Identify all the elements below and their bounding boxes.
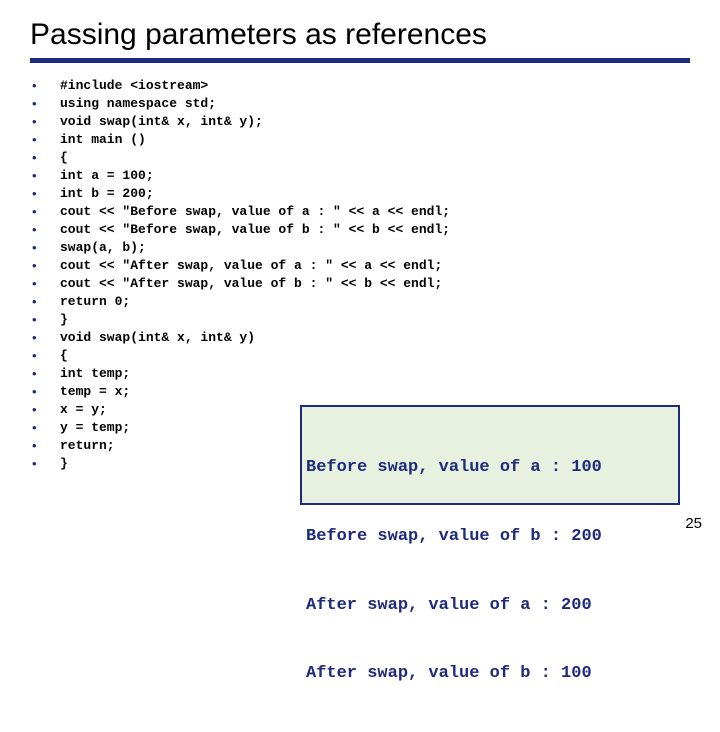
bullet-icon: • [30, 347, 60, 365]
bullet-icon: • [30, 365, 60, 383]
output-line: After swap, value of b : 100 [306, 663, 674, 686]
output-line: Before swap, value of a : 100 [306, 457, 674, 480]
code-line: •using namespace std; [30, 95, 690, 113]
bullet-icon: • [30, 113, 60, 131]
code-line: •{ [30, 149, 690, 167]
bullet-icon: • [30, 329, 60, 347]
code-text: x = y; [60, 401, 107, 419]
code-text: using namespace std; [60, 95, 216, 113]
code-text: cout << "After swap, value of b : " << b… [60, 275, 442, 293]
code-line: •cout << "Before swap, value of b : " <<… [30, 221, 690, 239]
code-line: •cout << "Before swap, value of a : " <<… [30, 203, 690, 221]
code-text: void swap(int& x, int& y) [60, 329, 255, 347]
code-line: •int a = 100; [30, 167, 690, 185]
page-number: 25 [685, 515, 702, 532]
code-line: •} [30, 311, 690, 329]
bullet-icon: • [30, 293, 60, 311]
title-underline [30, 58, 690, 63]
code-line: •void swap(int& x, int& y) [30, 329, 690, 347]
code-text: cout << "Before swap, value of a : " << … [60, 203, 450, 221]
code-line: •temp = x; [30, 383, 690, 401]
bullet-icon: • [30, 77, 60, 95]
bullet-icon: • [30, 257, 60, 275]
bullet-icon: • [30, 149, 60, 167]
code-line: •void swap(int& x, int& y); [30, 113, 690, 131]
bullet-icon: • [30, 221, 60, 239]
code-line: •int main () [30, 131, 690, 149]
bullet-icon: • [30, 131, 60, 149]
slide-container: Passing parameters as references •#inclu… [0, 0, 720, 540]
code-text: return 0; [60, 293, 130, 311]
code-text: { [60, 347, 68, 365]
bullet-icon: • [30, 455, 60, 473]
code-text: swap(a, b); [60, 239, 146, 257]
output-line: Before swap, value of b : 200 [306, 526, 674, 549]
bullet-icon: • [30, 419, 60, 437]
code-line: •{ [30, 347, 690, 365]
output-box: Before swap, value of a : 100 Before swa… [300, 405, 680, 505]
slide-title: Passing parameters as references [30, 18, 690, 52]
code-text: return; [60, 437, 115, 455]
output-line: After swap, value of a : 200 [306, 595, 674, 618]
code-line: •swap(a, b); [30, 239, 690, 257]
bullet-icon: • [30, 95, 60, 113]
code-line: •int b = 200; [30, 185, 690, 203]
code-text: void swap(int& x, int& y); [60, 113, 263, 131]
bullet-icon: • [30, 401, 60, 419]
code-line: •int temp; [30, 365, 690, 383]
code-text: int temp; [60, 365, 130, 383]
code-text: int b = 200; [60, 185, 154, 203]
bullet-icon: • [30, 185, 60, 203]
code-text: cout << "After swap, value of a : " << a… [60, 257, 442, 275]
code-text: temp = x; [60, 383, 130, 401]
bullet-icon: • [30, 239, 60, 257]
bullet-icon: • [30, 311, 60, 329]
bullet-icon: • [30, 275, 60, 293]
bullet-icon: • [30, 383, 60, 401]
code-text: y = temp; [60, 419, 130, 437]
bullet-icon: • [30, 167, 60, 185]
code-text: #include <iostream> [60, 77, 208, 95]
bullet-icon: • [30, 203, 60, 221]
code-line: •cout << "After swap, value of b : " << … [30, 275, 690, 293]
code-text: cout << "Before swap, value of b : " << … [60, 221, 450, 239]
code-line: •cout << "After swap, value of a : " << … [30, 257, 690, 275]
code-line: •#include <iostream> [30, 77, 690, 95]
code-text: int main () [60, 131, 146, 149]
bullet-icon: • [30, 437, 60, 455]
code-text: } [60, 455, 68, 473]
code-text: { [60, 149, 68, 167]
code-text: int a = 100; [60, 167, 154, 185]
code-line: •return 0; [30, 293, 690, 311]
code-text: } [60, 311, 68, 329]
